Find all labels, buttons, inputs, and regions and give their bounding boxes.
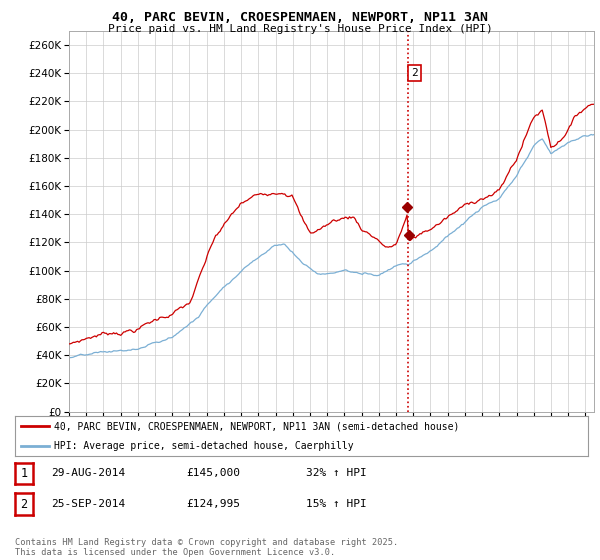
Text: 1: 1: [20, 466, 28, 480]
Text: HPI: Average price, semi-detached house, Caerphilly: HPI: Average price, semi-detached house,…: [54, 441, 353, 451]
Text: 2: 2: [20, 497, 28, 511]
Text: 32% ↑ HPI: 32% ↑ HPI: [306, 468, 367, 478]
Text: 2: 2: [411, 68, 418, 78]
Text: 40, PARC BEVIN, CROESPENMAEN, NEWPORT, NP11 3AN (semi-detached house): 40, PARC BEVIN, CROESPENMAEN, NEWPORT, N…: [54, 421, 460, 431]
Text: £124,995: £124,995: [186, 499, 240, 509]
Text: Price paid vs. HM Land Registry's House Price Index (HPI): Price paid vs. HM Land Registry's House …: [107, 24, 493, 34]
Text: Contains HM Land Registry data © Crown copyright and database right 2025.
This d: Contains HM Land Registry data © Crown c…: [15, 538, 398, 557]
Text: 29-AUG-2014: 29-AUG-2014: [51, 468, 125, 478]
Text: 40, PARC BEVIN, CROESPENMAEN, NEWPORT, NP11 3AN: 40, PARC BEVIN, CROESPENMAEN, NEWPORT, N…: [112, 11, 488, 24]
Text: 25-SEP-2014: 25-SEP-2014: [51, 499, 125, 509]
Text: £145,000: £145,000: [186, 468, 240, 478]
Text: 15% ↑ HPI: 15% ↑ HPI: [306, 499, 367, 509]
